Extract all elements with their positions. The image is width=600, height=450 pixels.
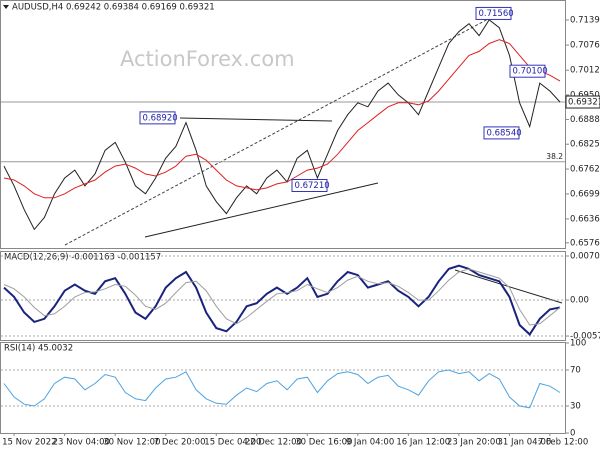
annotation-label: 0.68920 [143, 113, 178, 123]
y-tick-label: 100 [570, 339, 586, 349]
y-tick-label: 0.68254 [570, 140, 600, 150]
y-tick-label: 0.007061 [570, 251, 600, 261]
price-panel [0, 0, 566, 249]
series-line [3, 268, 561, 326]
x-tick-label: 16 Jan 12:00 [396, 438, 450, 448]
y-tick-label: 0.00 [570, 296, 589, 306]
price-label-box [565, 95, 600, 109]
x-tick-label: 31 Jan 04:00 [497, 438, 551, 448]
macd-panel [0, 251, 566, 341]
x-tick-label: 15 Nov 2022 [2, 438, 56, 448]
x-tick-label: 23 Nov 04:00 [53, 438, 110, 448]
menu-arrow[interactable] [3, 5, 9, 9]
annotation-box [483, 126, 520, 140]
y-tick-label: 0.70125 [570, 66, 600, 76]
x-tick-label: 9 Jan 04:00 [346, 438, 394, 448]
series-line [3, 369, 561, 409]
y-tick-label: 0.66996 [570, 189, 600, 199]
channel-line [64, 17, 491, 246]
x-tick-label: 23 Jan 20:00 [447, 438, 501, 448]
x-tick-label: 7 Dec 20:00 [154, 438, 206, 448]
annotation-label: 0.68540 [487, 128, 522, 138]
y-tick-label: 0 [570, 429, 575, 439]
series-line [3, 19, 561, 231]
x-tick-label: 15 Dec 04:00 [204, 438, 261, 448]
annotation-box [509, 64, 546, 78]
chart-title: AUDUSD,H4 0.69242 0.69384 0.69169 0.6932… [12, 3, 215, 13]
y-tick-label: 30 [570, 402, 581, 412]
annotation-box [139, 111, 176, 125]
y-tick-label: 70 [570, 366, 581, 376]
x-tick-label: 22 Dec 12:00 [245, 438, 302, 448]
x-tick-label: 30 Dec 16:00 [295, 438, 352, 448]
annotation-box [475, 6, 512, 20]
series-line [3, 39, 561, 199]
annotation-label: 0.70100 [513, 67, 548, 77]
y-tick-label: 0.65761 [570, 238, 600, 248]
y-tick-label: 0.66365 [570, 214, 600, 224]
y-tick-label: 0.67626 [570, 165, 600, 175]
macd-title: MACD(12,26,9) -0.001163 -0.001157 [4, 253, 161, 263]
support-line [144, 182, 379, 238]
resistance-line [179, 117, 333, 122]
y-tick-label: 0.71395 [570, 15, 600, 25]
rsi-title: RSI(14) 45.0032 [4, 344, 73, 354]
price-label: 0.69321 [568, 98, 600, 108]
rsi-panel [0, 342, 566, 434]
annotation-label: 0.71560 [479, 9, 514, 19]
level-label: 38.2 [546, 152, 563, 161]
x-tick-label: 30 Nov 12:00 [103, 438, 160, 448]
y-tick-label: -0.005768 [570, 332, 600, 342]
annotation-box [291, 179, 328, 193]
watermark: ActionForex.com [120, 47, 295, 71]
annotation-label: 0.67210 [295, 181, 330, 191]
x-tick-label: 7 Feb 12:00 [538, 438, 588, 448]
